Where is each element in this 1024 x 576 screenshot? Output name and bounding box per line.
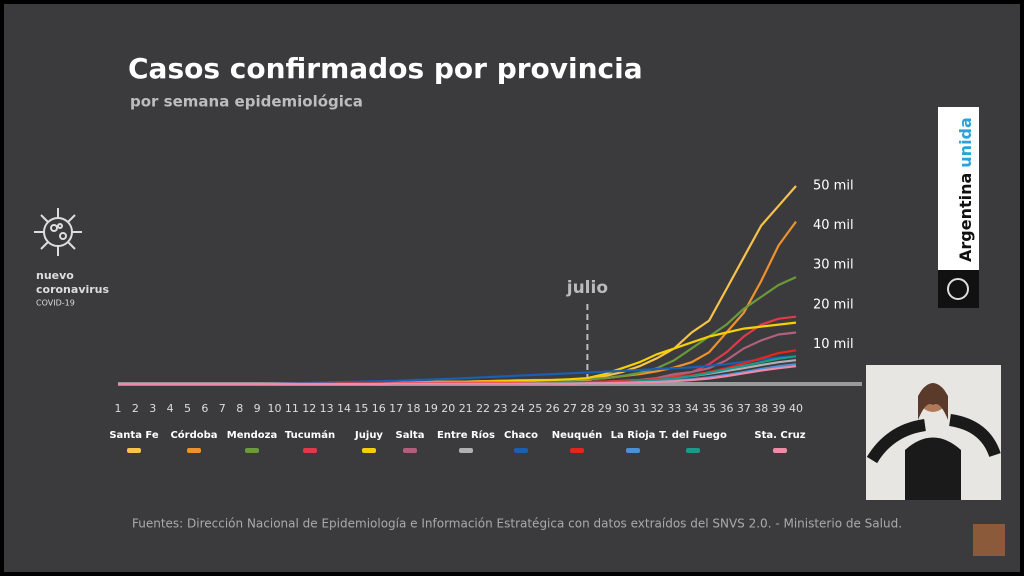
x-tick-label: 18 xyxy=(407,402,421,415)
x-tick-label: 24 xyxy=(511,402,525,415)
x-tick-label: 1 xyxy=(115,402,122,415)
legend-swatch xyxy=(245,448,259,453)
brand-emblem xyxy=(938,270,979,308)
legend-swatch xyxy=(187,448,201,453)
legend-label: Tucumán xyxy=(285,429,335,441)
x-tick-label: 30 xyxy=(615,402,629,415)
y-tick-label: 20 mil xyxy=(813,297,854,312)
legend-swatch xyxy=(403,448,417,453)
x-tick-label: 20 xyxy=(441,402,455,415)
x-tick-label: 23 xyxy=(493,402,507,415)
x-tick-label: 4 xyxy=(167,402,174,415)
x-tick-label: 40 xyxy=(789,402,803,415)
footer-source: Fuentes: Dirección Nacional de Epidemiol… xyxy=(132,517,902,531)
legend-swatch xyxy=(570,448,584,453)
legend-label: Santa Fe xyxy=(109,430,159,441)
x-tick-label: 9 xyxy=(254,402,261,415)
x-tick-label: 5 xyxy=(184,402,191,415)
x-tick-label: 25 xyxy=(528,402,542,415)
x-tick-label: 37 xyxy=(737,402,751,415)
interpreter-video xyxy=(866,365,1001,500)
x-tick-label: 22 xyxy=(476,402,490,415)
x-tick-label: 10 xyxy=(267,402,281,415)
annotation-label: julio xyxy=(566,278,608,298)
legend-label: Jujuy xyxy=(354,430,383,441)
x-tick-label: 12 xyxy=(302,402,316,415)
legend-swatch xyxy=(773,448,787,453)
x-tick-label: 26 xyxy=(546,402,560,415)
x-tick-label: 7 xyxy=(219,402,226,415)
y-tick-label: 30 mil xyxy=(813,258,854,273)
legend-label: Mendoza xyxy=(227,430,277,441)
brand-word: unida xyxy=(956,117,975,168)
legend-label: Salta xyxy=(396,430,425,441)
virus-label: nuevo xyxy=(36,269,74,282)
x-tick-label: 11 xyxy=(285,402,299,415)
chart-title: Casos confirmados por provincia xyxy=(128,52,643,85)
x-tick-label: 21 xyxy=(459,402,473,415)
y-tick-label: 10 mil xyxy=(813,337,854,352)
legend-label: Entre Ríos xyxy=(437,429,495,441)
x-tick-label: 29 xyxy=(598,402,612,415)
y-tick-label: 40 mil xyxy=(813,218,854,233)
x-tick-label: 35 xyxy=(702,402,716,415)
legend-label: Córdoba xyxy=(170,429,217,441)
legend-swatch xyxy=(459,448,473,453)
background xyxy=(4,4,1020,572)
virus-icon xyxy=(34,208,82,256)
legend-swatch xyxy=(362,448,376,453)
emblem-icon xyxy=(947,278,969,300)
legend-swatch xyxy=(303,448,317,453)
y-tick-label: 50 mil xyxy=(813,179,854,194)
legend-swatch xyxy=(127,448,141,453)
x-tick-label: 6 xyxy=(201,402,208,415)
x-tick-label: 27 xyxy=(563,402,577,415)
x-tick-label: 32 xyxy=(650,402,664,415)
legend-swatch xyxy=(626,448,640,453)
series-line xyxy=(118,365,797,386)
x-tick-label: 38 xyxy=(754,402,768,415)
legend-label: Neuquén xyxy=(552,429,602,441)
legend-label: Sta. Cruz xyxy=(754,430,805,441)
x-tick-label: 34 xyxy=(685,402,699,415)
legend-label: T. del Fuego xyxy=(659,430,727,441)
legend-label: La Rioja xyxy=(611,430,656,441)
chart-subtitle: por semana epidemiológica xyxy=(130,93,363,111)
legend-swatch xyxy=(686,448,700,453)
x-tick-label: 39 xyxy=(772,402,786,415)
virus-sub: COVID-19 xyxy=(36,299,75,308)
x-tick-label: 14 xyxy=(337,402,351,415)
x-tick-label: 15 xyxy=(354,402,368,415)
virus-label: coronavirus xyxy=(36,283,110,296)
legend-label: Chaco xyxy=(504,430,538,441)
brand-text: Argentina unida xyxy=(956,117,975,262)
x-tick-label: 36 xyxy=(719,402,733,415)
x-tick-label: 16 xyxy=(372,402,386,415)
legend-swatch xyxy=(514,448,528,453)
x-tick-label: 31 xyxy=(633,402,647,415)
corner-logo xyxy=(973,524,1005,556)
x-tick-label: 2 xyxy=(132,402,139,415)
x-tick-label: 28 xyxy=(580,402,594,415)
x-tick-label: 19 xyxy=(424,402,438,415)
x-tick-label: 13 xyxy=(320,402,334,415)
brand-word: Argentina xyxy=(956,173,975,262)
x-tick-label: 3 xyxy=(149,402,156,415)
x-tick-label: 8 xyxy=(236,402,243,415)
x-tick-label: 17 xyxy=(389,402,403,415)
x-tick-label: 33 xyxy=(667,402,681,415)
